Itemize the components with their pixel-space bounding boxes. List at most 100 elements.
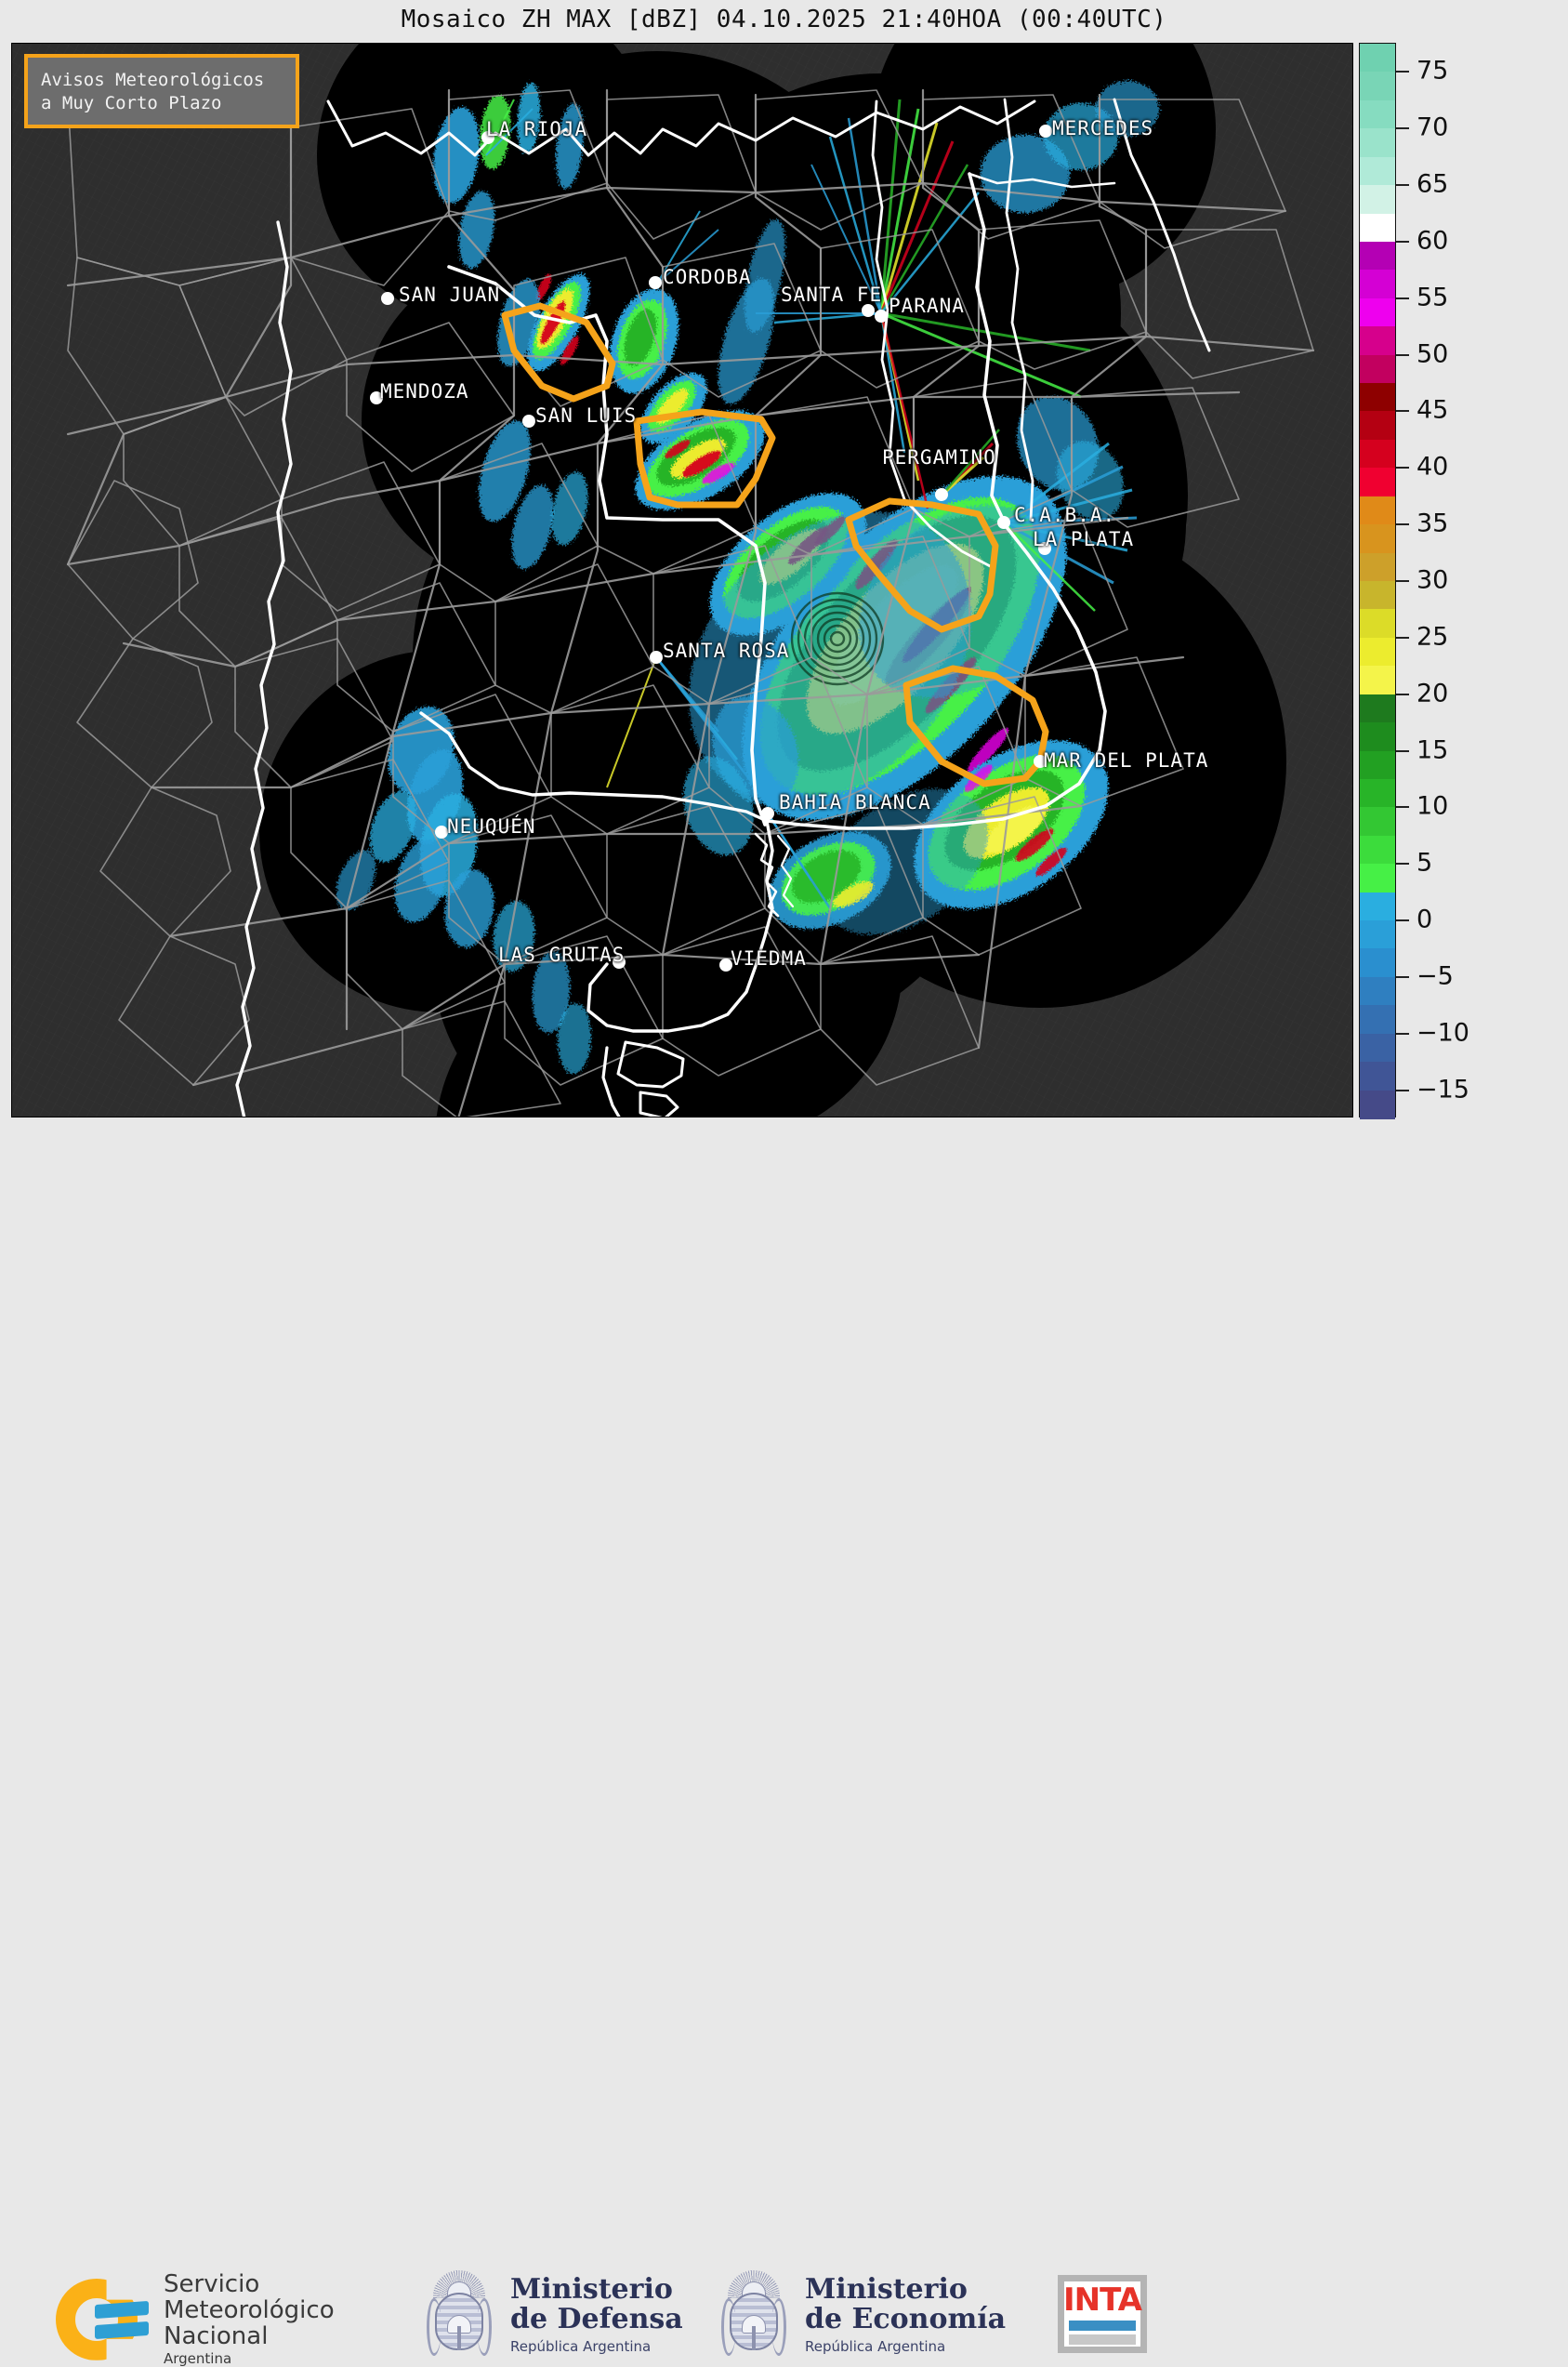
defensa-line3: República Argentina bbox=[510, 2338, 652, 2355]
border-path bbox=[776, 834, 795, 908]
city-marker-dot[interactable] bbox=[935, 488, 948, 501]
city-marker-dot[interactable] bbox=[522, 415, 535, 428]
city-marker-dot[interactable] bbox=[1038, 542, 1051, 555]
colorbar-tick-label: −15 bbox=[1416, 1075, 1469, 1104]
colorbar-tick bbox=[1396, 1089, 1409, 1091]
radar-echo bbox=[670, 438, 726, 479]
border-path bbox=[346, 879, 506, 1030]
border-path bbox=[819, 88, 981, 966]
radar-echo bbox=[458, 191, 495, 269]
city-label: SANTA ROSA bbox=[663, 640, 790, 662]
smn-emblem-icon bbox=[56, 2277, 149, 2362]
city-marker-dot[interactable] bbox=[719, 959, 732, 972]
city-marker-dot[interactable] bbox=[1034, 755, 1047, 768]
colorbar-tick bbox=[1396, 975, 1409, 978]
radar-echo bbox=[791, 850, 862, 904]
defensa-line1: Ministerio bbox=[510, 2273, 673, 2306]
colorbar-tick-label: 55 bbox=[1416, 283, 1449, 312]
city-label: BAHIA BLANCA bbox=[779, 791, 931, 813]
border-path bbox=[662, 926, 822, 1077]
radar-map[interactable]: LA RIOJA MERCEDES SAN JUAN CORDOBA SANTA FE P… bbox=[11, 43, 1353, 1117]
border-path bbox=[708, 675, 868, 835]
colorbar-segment bbox=[1360, 354, 1395, 384]
colorbar-segment bbox=[1360, 411, 1395, 441]
city-label: SANTA FE bbox=[781, 284, 883, 306]
border-path bbox=[234, 638, 394, 788]
border-path bbox=[290, 108, 450, 286]
city-label: PERGAMINO bbox=[882, 446, 996, 469]
colorbar-tick bbox=[1396, 71, 1409, 73]
colorbar-segment bbox=[1360, 864, 1395, 893]
colorbar-ticks: 75 70 65 60 55 50 45 40 35 30 25 20 15 10 5 0 −5 −10 −15 bbox=[1396, 43, 1563, 1117]
border-path bbox=[494, 563, 654, 714]
border-path bbox=[1113, 98, 1211, 352]
radar-spoke bbox=[1004, 522, 1128, 552]
colorbar-segment bbox=[1360, 552, 1395, 582]
city-marker-dot[interactable] bbox=[761, 807, 774, 820]
city-marker-dot[interactable] bbox=[435, 826, 448, 839]
city-label: PARANA bbox=[889, 295, 965, 317]
radar-ring-artifact bbox=[790, 591, 885, 686]
city-marker-dot[interactable] bbox=[613, 956, 626, 969]
radar-spoke bbox=[485, 99, 515, 156]
border-path bbox=[754, 832, 780, 918]
city-marker-dot[interactable] bbox=[481, 131, 494, 144]
radar-echo bbox=[1057, 441, 1124, 521]
colorbar-segment bbox=[1360, 72, 1395, 101]
city-marker-dot[interactable] bbox=[997, 516, 1010, 529]
city-marker-dot[interactable] bbox=[649, 276, 662, 289]
border-path bbox=[191, 953, 981, 1087]
colorbar-tick-label: 25 bbox=[1416, 622, 1449, 652]
radar-spoke bbox=[880, 311, 1091, 352]
border-path bbox=[755, 89, 924, 231]
colorbar-tick-label: 5 bbox=[1416, 848, 1433, 878]
city-marker-dot[interactable] bbox=[650, 651, 663, 664]
city-label: LA PLATA bbox=[1033, 528, 1135, 550]
radar-spoke bbox=[1004, 522, 1114, 585]
colorbar-segment bbox=[1360, 976, 1395, 1006]
border-path bbox=[447, 265, 767, 826]
colorbar-segment bbox=[1360, 1090, 1395, 1119]
radar-spoke bbox=[656, 210, 701, 284]
border-path bbox=[99, 787, 231, 937]
city-marker-dot[interactable] bbox=[862, 304, 875, 317]
colorbar-tick-label: 60 bbox=[1416, 226, 1449, 256]
colorbar-segment bbox=[1360, 99, 1395, 129]
city-marker-dot[interactable] bbox=[381, 292, 394, 305]
border-path bbox=[977, 93, 1148, 1050]
colorbar-segment bbox=[1360, 156, 1395, 186]
border-path bbox=[67, 480, 199, 640]
border-path bbox=[76, 638, 213, 788]
argentina-coat-of-arms-icon bbox=[718, 2270, 790, 2360]
colorbar bbox=[1359, 43, 1396, 1119]
city-label: MAR DEL PLATA bbox=[1044, 749, 1209, 772]
colorbar-tick-label: 15 bbox=[1416, 735, 1449, 765]
city-marker-dot[interactable] bbox=[1039, 125, 1052, 138]
colorbar-segment bbox=[1360, 1005, 1395, 1035]
radar-echo bbox=[493, 901, 535, 972]
border-path bbox=[235, 220, 293, 1117]
defensa-line2: de Defensa bbox=[510, 2302, 683, 2335]
smn-line1: Servicio bbox=[164, 2270, 260, 2298]
colorbar-tick-label: 20 bbox=[1416, 679, 1449, 708]
border-path bbox=[66, 390, 1241, 566]
radar-echo bbox=[1015, 828, 1054, 862]
city-marker-dot[interactable] bbox=[370, 391, 383, 404]
border-path bbox=[66, 335, 1315, 436]
border-path bbox=[392, 694, 552, 844]
radar-spoke bbox=[941, 429, 1000, 496]
border-path bbox=[448, 814, 608, 965]
city-marker-dot[interactable] bbox=[875, 310, 888, 323]
radar-spoke bbox=[656, 229, 719, 284]
alert-polygon[interactable] bbox=[633, 408, 776, 509]
city-label: VIEDMA bbox=[731, 947, 807, 970]
radar-spoke bbox=[880, 311, 1082, 399]
logo-inta: INTA bbox=[1058, 2275, 1147, 2353]
radar-echo bbox=[511, 485, 554, 569]
alert-polygon[interactable] bbox=[845, 497, 999, 633]
alert-polygon[interactable] bbox=[501, 302, 616, 403]
radar-spoke bbox=[485, 108, 534, 156]
border-path bbox=[871, 99, 995, 570]
colorbar-segment bbox=[1360, 383, 1395, 413]
border-path bbox=[336, 582, 496, 733]
